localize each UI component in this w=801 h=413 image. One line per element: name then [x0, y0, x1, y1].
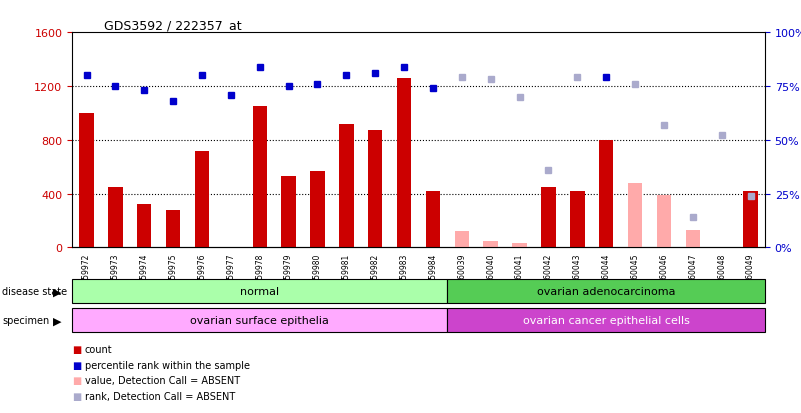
Text: ■: ■	[72, 360, 82, 370]
Bar	[455, 232, 469, 248]
Bar	[339, 124, 353, 248]
Bar	[281, 177, 296, 248]
Bar	[448, 280, 765, 304]
Bar	[570, 191, 585, 248]
Text: ■: ■	[72, 391, 82, 401]
Text: percentile rank within the sample: percentile rank within the sample	[85, 360, 250, 370]
Bar	[628, 183, 642, 248]
Text: rank, Detection Call = ABSENT: rank, Detection Call = ABSENT	[85, 391, 235, 401]
Bar	[541, 188, 556, 248]
Bar	[137, 205, 151, 248]
Bar	[484, 241, 498, 248]
Text: GDS3592 / 222357_at: GDS3592 / 222357_at	[104, 19, 242, 31]
Bar	[368, 131, 382, 248]
Bar	[513, 244, 527, 248]
Bar	[686, 230, 700, 248]
Bar	[79, 114, 94, 248]
Text: disease state: disease state	[2, 287, 67, 297]
Bar	[426, 191, 441, 248]
Bar	[72, 280, 448, 304]
Text: ▶: ▶	[54, 316, 62, 325]
Bar	[108, 188, 123, 248]
Text: count: count	[85, 344, 112, 354]
Bar	[310, 171, 324, 248]
Bar	[252, 107, 267, 248]
Text: specimen: specimen	[2, 316, 50, 325]
Text: ovarian cancer epithelial cells: ovarian cancer epithelial cells	[523, 316, 690, 325]
Bar	[657, 195, 671, 248]
Bar	[743, 191, 758, 248]
Bar	[72, 309, 448, 332]
Bar	[599, 140, 614, 248]
Text: normal: normal	[240, 287, 280, 297]
Text: ovarian adenocarcinoma: ovarian adenocarcinoma	[537, 287, 675, 297]
Text: ovarian surface epithelia: ovarian surface epithelia	[191, 316, 329, 325]
Text: ■: ■	[72, 375, 82, 385]
Bar	[166, 210, 180, 248]
Bar	[195, 151, 209, 248]
Text: value, Detection Call = ABSENT: value, Detection Call = ABSENT	[85, 375, 240, 385]
Text: ■: ■	[72, 344, 82, 354]
Bar	[448, 309, 765, 332]
Bar	[396, 79, 411, 248]
Text: ▶: ▶	[54, 287, 62, 297]
